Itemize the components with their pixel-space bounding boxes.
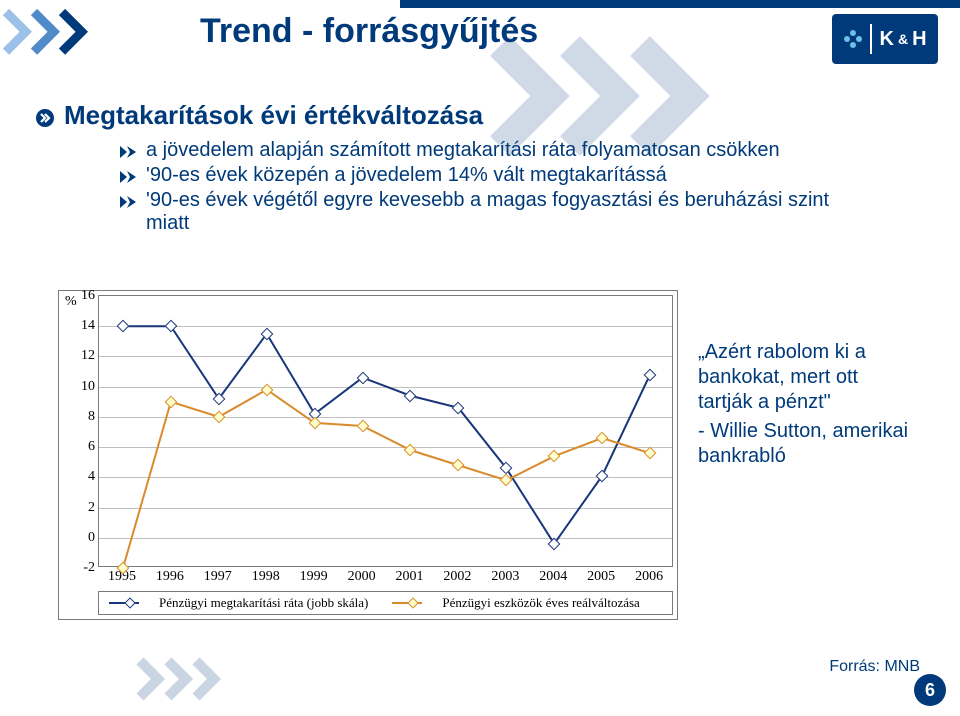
series-line xyxy=(123,390,650,568)
x-tick-label: 2004 xyxy=(529,569,577,585)
bullet-item: '90-es évek végétől egyre kevesebb a mag… xyxy=(120,189,860,235)
bullet-list: a jövedelem alapján számított megtakarít… xyxy=(120,139,960,235)
y-tick-label: 4 xyxy=(64,469,99,485)
x-axis-labels: 1995199619971998199920002001200220032004… xyxy=(98,569,673,585)
y-tick-label: 14 xyxy=(64,318,99,334)
source-label: Forrás: MNB xyxy=(829,658,920,676)
y-tick-label: 6 xyxy=(64,439,99,455)
y-tick-label: 0 xyxy=(64,530,99,546)
y-tick-label: 2 xyxy=(64,500,99,516)
chart-container: % -20246810121416 1995199619971998199920… xyxy=(58,290,678,620)
x-tick-label: 1997 xyxy=(194,569,242,585)
legend-label: Pénzügyi megtakarítási ráta (jobb skála) xyxy=(159,595,368,611)
x-tick-label: 2003 xyxy=(481,569,529,585)
x-tick-label: 2002 xyxy=(433,569,481,585)
brand-flower-icon xyxy=(843,29,863,49)
page-number-badge: 6 xyxy=(914,674,946,706)
legend-item: Pénzügyi eszközök éves reálváltozása xyxy=(392,595,639,611)
x-tick-label: 1998 xyxy=(242,569,290,585)
chart-outer-frame: % -20246810121416 1995199619971998199920… xyxy=(58,290,678,620)
watermark-arrow-bottom xyxy=(130,655,250,710)
y-tick-label: -2 xyxy=(64,560,99,576)
x-tick-label: 2000 xyxy=(338,569,386,585)
brand-logo: K & H xyxy=(832,14,938,64)
bullet-item: a jövedelem alapján számított megtakarít… xyxy=(120,139,860,162)
chart-svg xyxy=(99,296,672,566)
section-heading: Megtakarítások évi értékváltozása xyxy=(36,100,960,131)
chart-plot-area: % -20246810121416 xyxy=(98,295,673,567)
chart-row: % -20246810121416 1995199619971998199920… xyxy=(58,290,918,620)
logo-separator xyxy=(870,24,872,54)
series-line xyxy=(123,326,650,544)
y-tick-label: 8 xyxy=(64,409,99,425)
section-heading-text: Megtakarítások évi értékváltozása xyxy=(64,100,483,131)
logo-text-right: H xyxy=(912,28,926,51)
chart-legend: Pénzügyi megtakarítási ráta (jobb skála)… xyxy=(98,591,673,615)
quote-attribution: - Willie Sutton, amerikai bankrabló xyxy=(698,419,918,469)
legend-label: Pénzügyi eszközök éves reálváltozása xyxy=(442,595,639,611)
quote-text: „Azért rabolom ki a bankokat, mert ott t… xyxy=(698,340,918,415)
x-tick-label: 1999 xyxy=(290,569,338,585)
slide-body: Megtakarítások évi értékváltozása a jöve… xyxy=(0,100,960,237)
header-blue-bar xyxy=(400,0,960,8)
logo-text-left: K xyxy=(879,28,893,51)
x-tick-label: 2005 xyxy=(577,569,625,585)
y-tick-label: 16 xyxy=(64,288,99,304)
quote-box: „Azért rabolom ki a bankokat, mert ott t… xyxy=(698,290,918,620)
y-tick-label: 12 xyxy=(64,348,99,364)
bullet-arrow-icon xyxy=(36,109,54,127)
arrow-bullet-icon xyxy=(120,196,136,208)
x-tick-label: 2001 xyxy=(386,569,434,585)
arrow-bullet-icon xyxy=(120,146,136,158)
arrow-bullet-icon xyxy=(120,171,136,183)
bullet-item: '90-es évek közepén a jövedelem 14% vált… xyxy=(120,164,860,187)
legend-item: Pénzügyi megtakarítási ráta (jobb skála) xyxy=(109,595,368,611)
x-tick-label: 2006 xyxy=(625,569,673,585)
y-tick-label: 10 xyxy=(64,379,99,395)
x-tick-label: 1996 xyxy=(146,569,194,585)
